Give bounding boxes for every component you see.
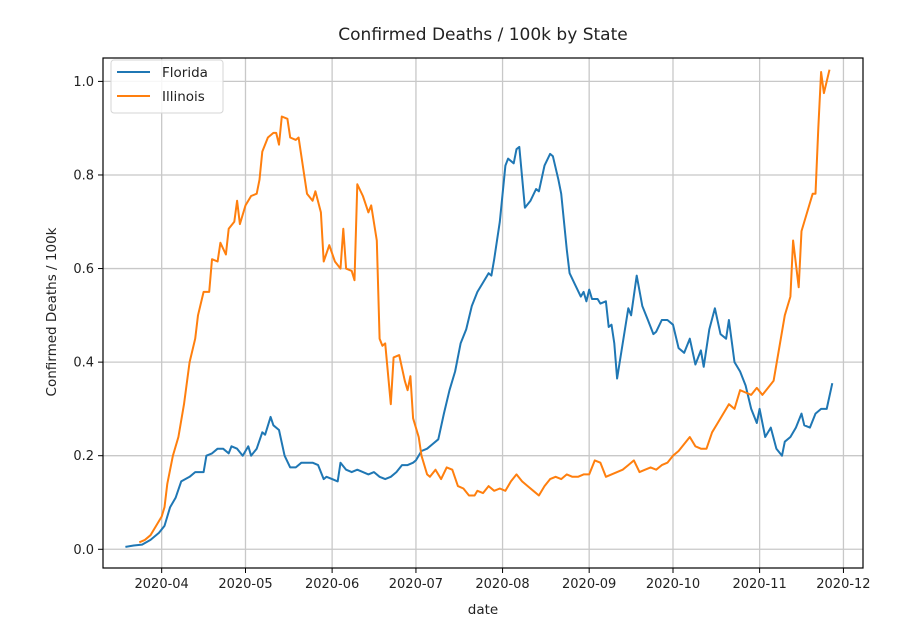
legend-box bbox=[110, 59, 224, 114]
legend-label-illinois: Illinois bbox=[162, 89, 205, 105]
x-tick-label: 2020-05 bbox=[218, 577, 272, 592]
x-tick-label: 2020-12 bbox=[816, 577, 870, 592]
x-tick-label: 2020-04 bbox=[135, 577, 189, 592]
x-tick-label: 2020-10 bbox=[646, 577, 700, 592]
series-illinois bbox=[138, 69, 831, 544]
x-tick-label: 2020-06 bbox=[305, 577, 359, 592]
y-tick-label: 0.0 bbox=[73, 543, 94, 558]
y-axis-label: Confirmed Deaths / 100k bbox=[44, 227, 60, 396]
series-line-florida bbox=[125, 145, 834, 548]
y-tick-label: 0.2 bbox=[73, 449, 94, 464]
series-florida bbox=[125, 145, 834, 548]
y-tick-label: 0.8 bbox=[73, 168, 94, 183]
legend-label-florida: Florida bbox=[162, 65, 208, 81]
chart-title: Confirmed Deaths / 100k by State bbox=[338, 25, 627, 45]
axes-frame bbox=[102, 57, 864, 569]
x-axis-label: date bbox=[468, 602, 498, 618]
y-tick-label: 1.0 bbox=[73, 75, 94, 90]
x-tick-label: 2020-08 bbox=[475, 577, 529, 592]
series-line-illinois bbox=[138, 69, 831, 544]
y-tick-label: 0.4 bbox=[73, 356, 94, 371]
grid-lines bbox=[103, 58, 863, 568]
x-tick-label: 2020-07 bbox=[389, 577, 443, 592]
series-layer bbox=[125, 69, 834, 548]
x-axis: 2020-04 2020-05 2020-06 2020-07 2020-08 2020-… bbox=[135, 568, 871, 592]
x-tick-label: 2020-09 bbox=[562, 577, 616, 592]
x-tick-label: 2020-11 bbox=[732, 577, 786, 592]
y-axis: 0.0 0.2 0.4 0.6 0.8 1.0 bbox=[73, 75, 103, 558]
legend: Florida Illinois bbox=[110, 59, 224, 114]
y-tick-label: 0.6 bbox=[73, 262, 94, 277]
